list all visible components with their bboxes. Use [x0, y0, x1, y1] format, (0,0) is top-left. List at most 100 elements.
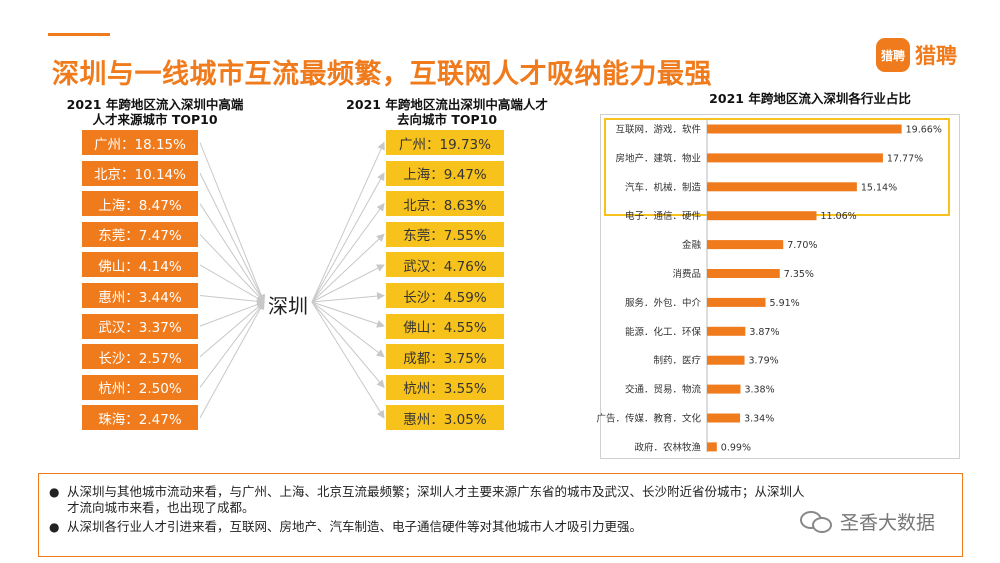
inflow-arrow: [199, 295, 265, 306]
note-item: ● 从深圳各行业人才引进来看，互联网、房地产、汽车制造、电子通信硬件等对其他城市…: [49, 519, 642, 535]
outflow-title-line-1: 2021 年跨地区流出深圳中高端人才: [346, 97, 548, 112]
industry-bar: [707, 297, 766, 307]
industry-value-label: 17.77%: [887, 153, 923, 164]
liepin-logo: 猎聘 猎聘: [876, 38, 957, 72]
inflow-arrow: [199, 142, 266, 303]
notes-box: ● 从深圳与其他城市流动来看，与广州、上海、北京互流最频繁；深圳人才主要来源广东…: [38, 473, 963, 557]
outflow-arrow: [311, 264, 385, 303]
outflow-city-box: 武汉：4.76%: [386, 252, 504, 278]
liepin-logo-badge: 猎聘: [876, 38, 910, 72]
outflow-arrow: [311, 202, 385, 303]
outflow-city-box: 佛山：4.55%: [386, 313, 504, 339]
industry-bar: [707, 384, 741, 394]
inflow-title-line-2: 人才来源城市 TOP10: [92, 112, 218, 127]
inflow-city-box: 武汉：3.37%: [82, 313, 198, 339]
note-text: 从深圳与其他城市流动来看，与广州、上海、北京互流最频繁；深圳人才主要来源广东省的…: [67, 484, 805, 515]
industry-tick-label: 电子．通信．硬件: [625, 210, 702, 222]
industry-bar: [707, 413, 741, 423]
inflow-arrow: [199, 301, 265, 419]
inflow-city-box: 东莞：7.47%: [82, 221, 198, 247]
watermark-text: 圣香大数据: [840, 512, 936, 534]
outflow-arrow: [311, 233, 385, 303]
industry-value-label: 15.14%: [861, 182, 897, 193]
industry-bar: [707, 182, 857, 192]
outflow-city-box: 东莞：7.55%: [386, 221, 504, 247]
watermark: 圣香大数据: [800, 508, 935, 535]
outflow-city-box: 上海：9.47%: [386, 160, 504, 186]
flow-arrows: [199, 141, 385, 419]
inflow-arrow: [199, 301, 265, 358]
industry-chart-title: 2021 年跨地区流入深圳各行业占比: [709, 91, 911, 106]
outflow-city-box: 杭州：3.55%: [386, 374, 504, 400]
industry-bar: [707, 124, 902, 134]
note-item: ● 从深圳与其他城市流动来看，与广州、上海、北京互流最频繁；深圳人才主要来源广东…: [49, 484, 805, 516]
industry-bar: [707, 211, 817, 221]
industry-bar: [707, 326, 746, 336]
industry-value-label: 19.66%: [906, 125, 942, 136]
industry-value-label: 3.87%: [749, 327, 779, 338]
outflow-city-box: 北京：8.63%: [386, 191, 504, 217]
inflow-arrow: [199, 172, 265, 303]
industry-value-label: 11.06%: [820, 211, 856, 222]
note-bullet: ●: [49, 520, 60, 534]
inflow-title-line-1: 2021 年跨地区流入深圳中高端: [66, 97, 244, 112]
inflow-city-box: 佛山：4.14%: [82, 252, 198, 278]
industry-tick-label: 制药．医疗: [653, 355, 701, 367]
industry-value-label: 3.38%: [744, 385, 774, 396]
industry-bar: [707, 269, 780, 278]
outflow-arrow: [311, 292, 385, 303]
industry-value-label: 7.35%: [784, 269, 814, 280]
page-headline: 深圳与一线城市互流最频繁，互联网人才吸纳能力最强: [52, 59, 712, 90]
outflow-city-box: 广州：19.73%: [386, 130, 504, 155]
liepin-logo-text: 猎聘: [915, 44, 957, 68]
wechat-icon: [800, 509, 834, 535]
inflow-city-box: 上海：8.47%: [82, 191, 198, 217]
industry-value-label: 5.91%: [770, 298, 800, 309]
inflow-city-box: 长沙：2.57%: [82, 344, 198, 370]
industry-bar-chart: 互联网．游戏．软件 19.66% 房地产．建筑．物业 17.77% 汽车．机械．制造 15…: [596, 119, 942, 453]
outflow-arrow: [311, 301, 385, 419]
center-city-label: 深圳: [268, 294, 308, 318]
inflow-city-box: 北京：10.14%: [82, 160, 198, 186]
industry-value-label: 3.34%: [744, 414, 774, 425]
industry-tick-label: 广告．传媒．教育．文化: [596, 413, 701, 425]
industry-tick-label: 金融: [682, 239, 702, 251]
inflow-arrow: [199, 233, 265, 303]
industry-value-label: 0.99%: [721, 442, 751, 453]
outflow-arrow: [311, 141, 385, 303]
industry-bar: [707, 240, 784, 250]
inflow-city-box: 杭州：2.50%: [82, 374, 198, 400]
accent-line: [48, 33, 110, 36]
inflow-arrow: [199, 301, 265, 388]
industry-bar: [707, 442, 717, 452]
industry-tick-label: 房地产．建筑．物业: [615, 152, 701, 164]
industry-chart-frame: [600, 114, 960, 459]
outflow-city-box: 惠州：3.05%: [386, 405, 504, 431]
industry-tick-label: 政府．农林牧渔: [634, 441, 701, 453]
outflow-city-box: 成都：3.75%: [386, 344, 504, 370]
inflow-arrow: [199, 300, 265, 327]
industry-bar: [707, 355, 745, 365]
note-text: 从深圳各行业人才引进来看，互联网、房地产、汽车制造、电子通信硬件等对其他城市人才…: [67, 519, 643, 534]
note-bullet: ●: [49, 485, 60, 499]
outflow-arrow: [311, 172, 385, 303]
outflow-title: 2021 年跨地区流出深圳中高端人才 去向城市 TOP10: [328, 97, 566, 127]
outflow-city-box: 长沙：4.59%: [386, 283, 504, 308]
outflow-title-line-2: 去向城市 TOP10: [396, 112, 498, 127]
industry-value-label: 3.79%: [749, 356, 779, 367]
inflow-city-box: 惠州：3.44%: [82, 283, 198, 308]
inflow-city-box: 广州：18.15%: [82, 130, 198, 155]
industry-tick-label: 能源．化工．环保: [625, 326, 702, 338]
outflow-arrow: [311, 301, 385, 328]
outflow-arrow: [311, 301, 385, 358]
inflow-title: 2021 年跨地区流入深圳中高端 人才来源城市 TOP10: [50, 97, 260, 127]
industry-tick-label: 互联网．游戏．软件: [615, 124, 701, 136]
industry-value-label: 7.70%: [787, 240, 817, 251]
inflow-arrow: [199, 203, 265, 303]
industry-tick-label: 服务．外包．中介: [625, 297, 702, 309]
inflow-city-box: 珠海：2.47%: [82, 405, 198, 431]
inflow-arrow: [199, 264, 265, 303]
industry-bar: [707, 153, 883, 163]
industry-tick-label: 消费品: [672, 268, 701, 280]
industry-tick-label: 交通．贸易．物流: [625, 384, 702, 396]
